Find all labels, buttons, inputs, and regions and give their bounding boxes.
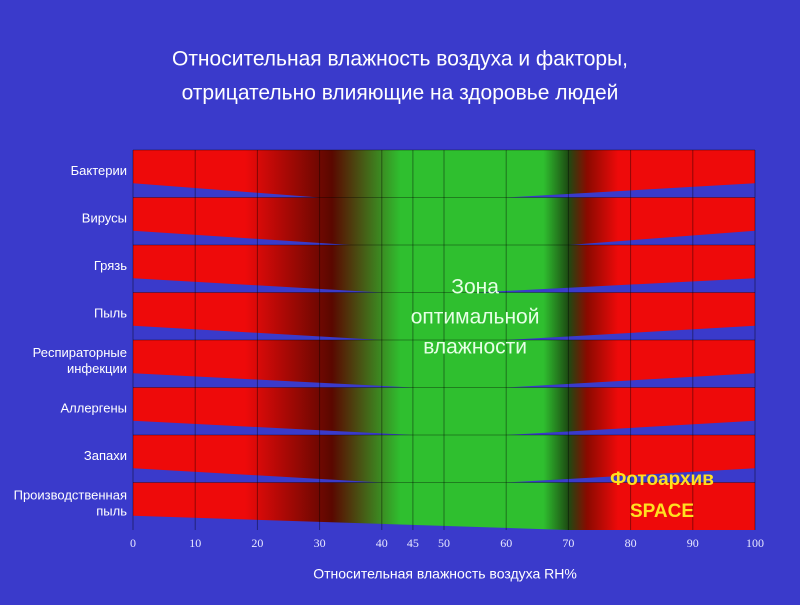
- left-wedge: [133, 373, 413, 388]
- x-tick-label: 60: [500, 536, 512, 550]
- x-tick-label: 90: [687, 536, 699, 550]
- title-line: отрицательно влияющие на здоровье людей: [182, 82, 619, 105]
- zone-label: Зона: [451, 276, 499, 299]
- x-tick-label: 20: [251, 536, 263, 550]
- right-wedge: [506, 325, 755, 340]
- category-label: Производственная: [14, 487, 127, 502]
- category-label: Респираторные: [33, 345, 127, 360]
- right-wedge: [475, 278, 755, 293]
- left-wedge: [133, 515, 569, 530]
- right-wedge: [506, 373, 755, 388]
- category-label: Грязь: [94, 258, 127, 273]
- watermark: SPACE: [630, 501, 694, 522]
- x-tick-label: 100: [746, 536, 764, 550]
- zone-label: оптимальной: [411, 306, 540, 329]
- x-tick-label: 70: [562, 536, 574, 550]
- left-wedge: [133, 468, 382, 483]
- category-label: Вирусы: [82, 210, 127, 225]
- x-tick-label: 80: [625, 536, 637, 550]
- x-tick-label: 10: [189, 536, 201, 550]
- x-tick-label: 0: [130, 536, 136, 550]
- x-axis-label: Относительная влажность воздуха RH%: [313, 566, 577, 582]
- category-label: пыль: [96, 503, 127, 518]
- zone-label: влажности: [423, 336, 527, 359]
- left-wedge: [133, 230, 351, 245]
- left-wedge: [133, 325, 382, 340]
- watermark: Фотоархив: [610, 469, 714, 490]
- x-tick-label: 30: [314, 536, 326, 550]
- category-label: Пыль: [94, 305, 127, 320]
- x-tick-label: 45: [407, 536, 419, 550]
- left-wedge: [133, 183, 320, 198]
- left-wedge: [133, 420, 413, 435]
- category-label: Аллергены: [60, 400, 127, 415]
- x-tick-label: 50: [438, 536, 450, 550]
- left-wedge: [133, 278, 382, 293]
- right-wedge: [506, 468, 755, 483]
- category-label: Запахи: [84, 448, 127, 463]
- x-tick-label: 40: [376, 536, 388, 550]
- category-label: инфекции: [67, 361, 127, 376]
- right-wedge: [568, 230, 755, 245]
- title-line: Относительная влажность воздуха и фактор…: [172, 48, 628, 71]
- right-wedge: [506, 183, 755, 198]
- right-wedge: [506, 420, 755, 435]
- category-label: Бактерии: [71, 163, 127, 178]
- plot: Бактерии Вирусы Грязь Пыль Респираторныеинфе…: [14, 149, 764, 550]
